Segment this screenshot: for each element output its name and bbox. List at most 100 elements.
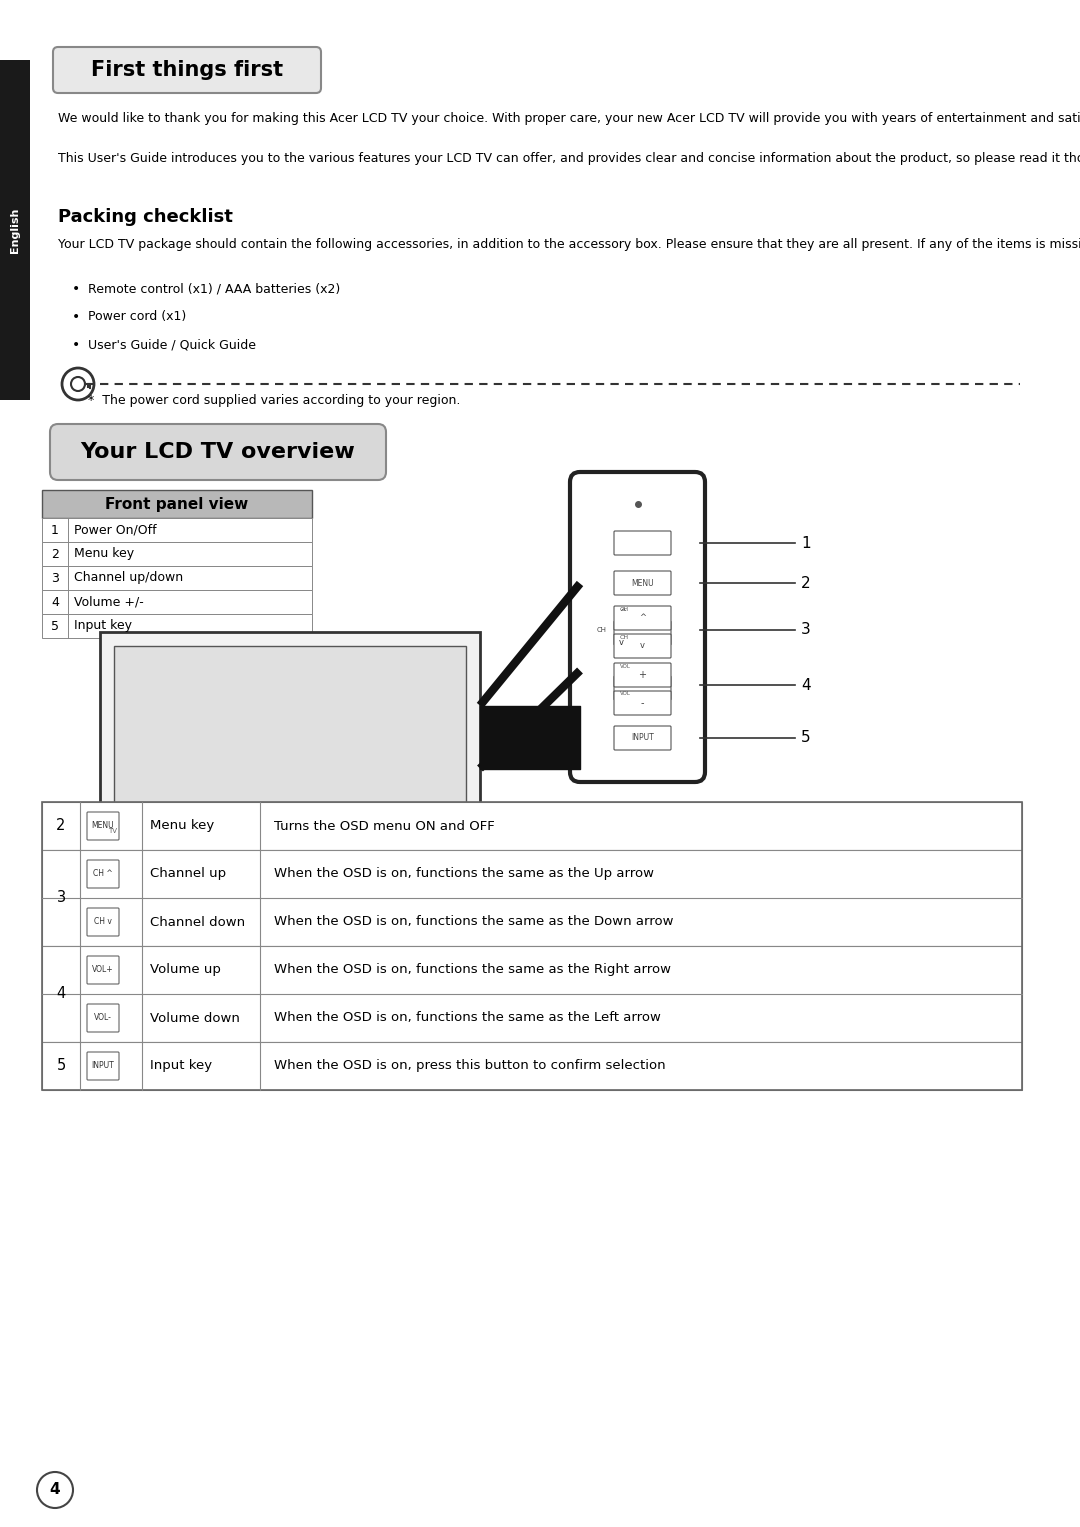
FancyBboxPatch shape — [50, 425, 386, 479]
Bar — [42, 567, 312, 589]
Bar — [42, 518, 312, 542]
Text: *  The power cord supplied varies according to your region.: * The power cord supplied varies accordi… — [87, 394, 460, 408]
Text: When the OSD is on, functions the same as the Right arrow: When the OSD is on, functions the same a… — [274, 964, 671, 976]
Bar — [42, 802, 1022, 851]
FancyBboxPatch shape — [615, 606, 671, 631]
Text: Remote control (x1) / AAA batteries (x2): Remote control (x1) / AAA batteries (x2) — [87, 282, 340, 295]
FancyBboxPatch shape — [53, 47, 321, 93]
Text: User's Guide / Quick Guide: User's Guide / Quick Guide — [87, 337, 256, 351]
FancyBboxPatch shape — [87, 812, 119, 840]
Text: MENU: MENU — [92, 822, 114, 831]
Text: Your LCD TV overview: Your LCD TV overview — [81, 441, 355, 463]
FancyBboxPatch shape — [615, 676, 671, 699]
Text: 3: 3 — [51, 571, 59, 585]
FancyBboxPatch shape — [87, 956, 119, 983]
Text: 4: 4 — [50, 1483, 60, 1498]
Text: 4: 4 — [801, 678, 811, 693]
Text: Volume down: Volume down — [150, 1011, 240, 1025]
Text: Your LCD TV package should contain the following accessories, in addition to the: Your LCD TV package should contain the f… — [58, 238, 1080, 250]
Text: CH: CH — [597, 628, 607, 634]
Bar — [42, 542, 312, 567]
Bar — [42, 802, 1022, 1090]
Text: CH: CH — [620, 635, 630, 640]
Text: INPUT: INPUT — [92, 1061, 114, 1070]
Text: This User's Guide introduces you to the various features your LCD TV can offer, : This User's Guide introduces you to the … — [58, 153, 1080, 165]
Text: Menu key: Menu key — [75, 548, 134, 560]
Text: Channel up: Channel up — [150, 867, 226, 881]
Text: Packing checklist: Packing checklist — [58, 208, 233, 226]
FancyBboxPatch shape — [570, 472, 705, 782]
Bar — [100, 632, 480, 841]
Text: v: v — [619, 638, 624, 647]
Text: CH: CH — [620, 608, 630, 612]
Text: 4: 4 — [56, 986, 66, 1002]
Text: Turns the OSD menu ON and OFF: Turns the OSD menu ON and OFF — [274, 820, 495, 832]
FancyBboxPatch shape — [615, 634, 671, 658]
FancyBboxPatch shape — [87, 909, 119, 936]
Bar — [42, 589, 312, 614]
Text: Menu key: Menu key — [150, 820, 214, 832]
Text: ^: ^ — [619, 608, 626, 617]
Text: Front panel view: Front panel view — [106, 496, 248, 512]
Bar — [42, 947, 1022, 1041]
Text: •: • — [72, 310, 80, 324]
Text: When the OSD is on, functions the same as the Left arrow: When the OSD is on, functions the same a… — [274, 1011, 661, 1025]
Text: 3: 3 — [801, 623, 811, 637]
Text: 1: 1 — [801, 536, 811, 551]
Text: Input key: Input key — [75, 620, 132, 632]
FancyBboxPatch shape — [42, 490, 312, 518]
Bar — [42, 614, 312, 638]
Text: VOL-: VOL- — [94, 1014, 112, 1023]
Text: 2: 2 — [801, 576, 811, 591]
Bar — [0, 60, 30, 400]
Circle shape — [37, 1472, 73, 1509]
Bar — [114, 646, 465, 820]
Text: •: • — [72, 337, 80, 353]
FancyBboxPatch shape — [615, 663, 671, 687]
Text: Power On/Off: Power On/Off — [75, 524, 157, 536]
Text: 5: 5 — [56, 1058, 66, 1073]
FancyBboxPatch shape — [87, 1003, 119, 1032]
FancyBboxPatch shape — [615, 621, 671, 644]
Text: Input key: Input key — [150, 1060, 212, 1072]
Text: 5: 5 — [51, 620, 59, 632]
Text: VOL: VOL — [620, 692, 631, 696]
Text: When the OSD is on, functions the same as the Up arrow: When the OSD is on, functions the same a… — [274, 867, 654, 881]
Text: Volume up: Volume up — [150, 964, 221, 976]
Text: ^: ^ — [639, 614, 646, 623]
Text: 1: 1 — [51, 524, 59, 536]
Text: Power cord (x1): Power cord (x1) — [87, 310, 186, 324]
Text: +: + — [638, 670, 647, 680]
Text: MENU: MENU — [631, 579, 653, 588]
Text: 2: 2 — [56, 818, 66, 834]
Text: TV: TV — [108, 828, 117, 834]
Text: First things first: First things first — [91, 60, 283, 79]
FancyBboxPatch shape — [615, 571, 671, 596]
FancyBboxPatch shape — [87, 860, 119, 889]
Text: When the OSD is on, press this button to confirm selection: When the OSD is on, press this button to… — [274, 1060, 665, 1072]
FancyBboxPatch shape — [615, 692, 671, 715]
Text: Volume +/-: Volume +/- — [75, 596, 144, 608]
Text: Channel up/down: Channel up/down — [75, 571, 184, 585]
Text: 3: 3 — [56, 890, 66, 906]
Text: -: - — [640, 698, 645, 709]
Text: 5: 5 — [801, 730, 811, 745]
Bar — [42, 851, 1022, 947]
Text: 2: 2 — [51, 548, 59, 560]
FancyBboxPatch shape — [615, 531, 671, 554]
Text: VOL+: VOL+ — [92, 965, 113, 974]
FancyBboxPatch shape — [615, 725, 671, 750]
Text: CH v: CH v — [94, 918, 112, 927]
Text: English: English — [10, 208, 21, 252]
Text: VOL: VOL — [620, 664, 631, 669]
FancyBboxPatch shape — [87, 1052, 119, 1080]
Text: 4: 4 — [51, 596, 59, 608]
Text: Channel down: Channel down — [150, 916, 245, 928]
Text: INPUT: INPUT — [631, 733, 653, 742]
Text: •: • — [72, 282, 80, 296]
Text: CH ^: CH ^ — [93, 869, 113, 878]
Text: We would like to thank you for making this Acer LCD TV your choice. With proper : We would like to thank you for making th… — [58, 111, 1080, 125]
Circle shape — [62, 368, 94, 400]
Bar — [42, 1041, 1022, 1090]
Text: v: v — [640, 641, 645, 651]
